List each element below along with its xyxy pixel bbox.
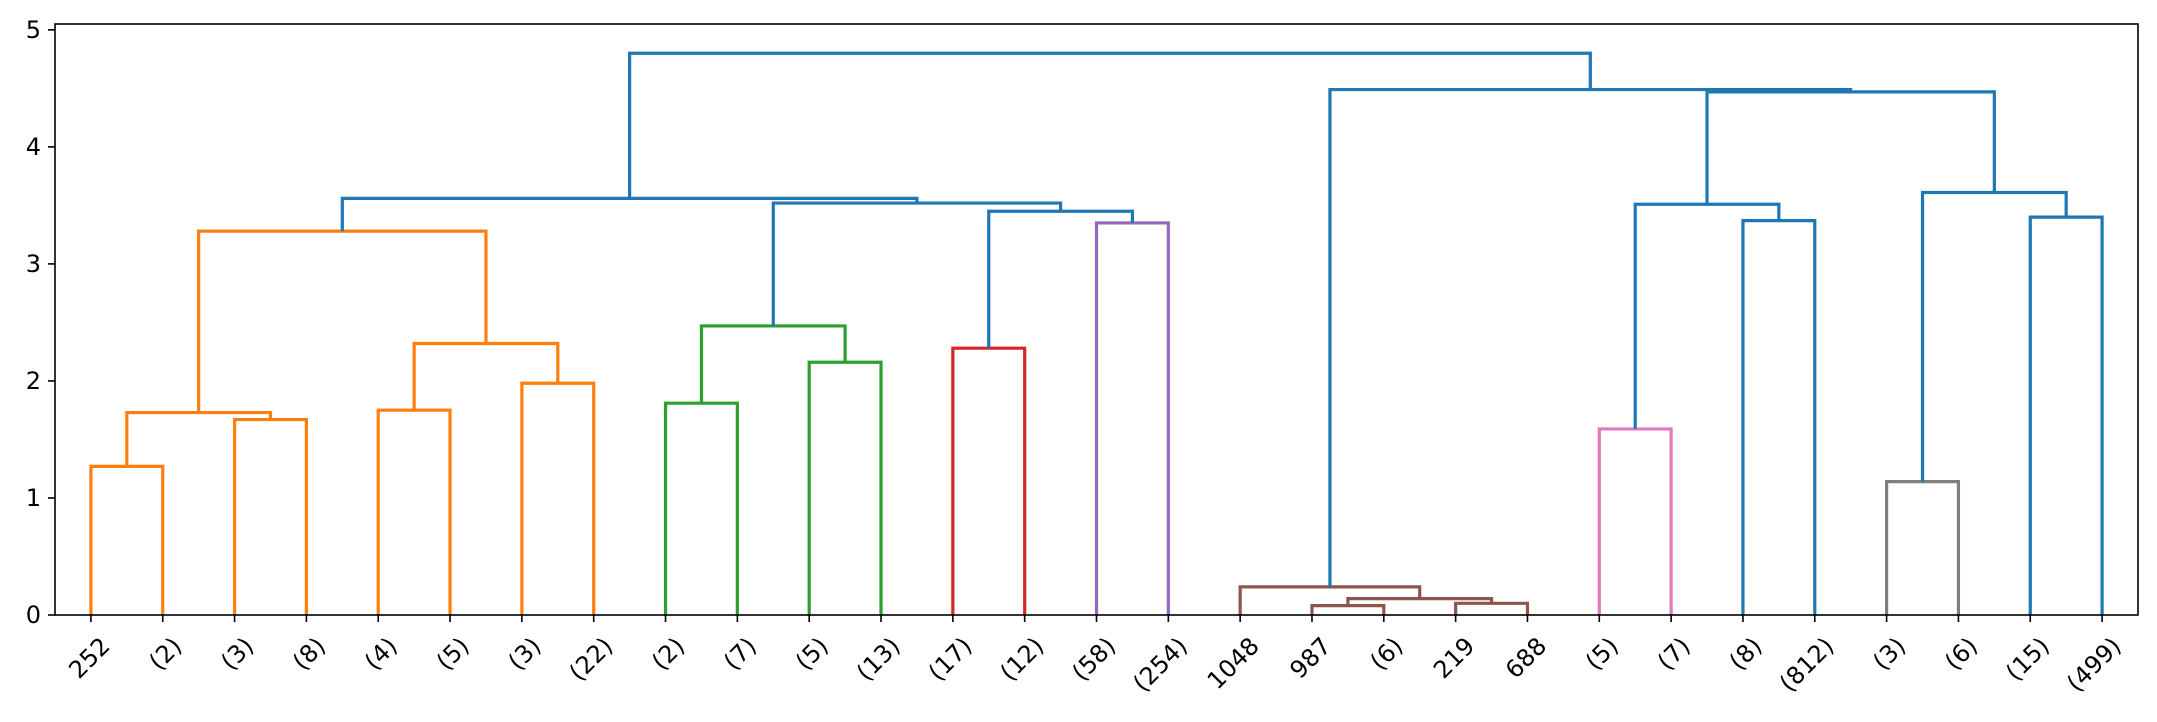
dendrogram-link-above_threshold — [1328, 87, 1853, 587]
leaf-label: (3) — [503, 632, 547, 676]
leaf-label: 252 — [63, 632, 115, 684]
leaf-label: (8) — [287, 632, 331, 676]
leaf-label: (499) — [2061, 632, 2126, 697]
leaf-label: (3) — [215, 632, 259, 676]
leaf-label: (5) — [1580, 632, 1624, 676]
leaf-label: 219 — [1428, 632, 1480, 684]
dendrogram-link-orange — [232, 417, 308, 615]
leaf-label: (6) — [1365, 632, 1409, 676]
y-tick-label: 4 — [26, 133, 41, 161]
dendrogram-link-above_threshold — [628, 51, 1592, 199]
leaf-label: (12) — [995, 632, 1050, 687]
y-axis: 0 1 2 3 4 5 — [26, 16, 55, 629]
y-tick-label: 5 — [26, 16, 41, 44]
leaf-label: 688 — [1500, 632, 1552, 684]
y-tick-label: 3 — [26, 250, 41, 278]
plot-frame — [54, 23, 2139, 616]
dendrogram-link-brown — [1310, 604, 1386, 615]
y-tick-label: 1 — [26, 484, 41, 512]
dendrogram-link-orange — [520, 381, 596, 615]
dendrogram-link-above_threshold — [1705, 90, 1996, 205]
dendrogram-link-brown — [1454, 601, 1530, 615]
dendrogram-links — [89, 51, 2104, 615]
dendrogram-link-above_threshold — [1633, 202, 1781, 429]
leaf-label: (17) — [923, 632, 978, 687]
dendrogram-link-purple — [1094, 221, 1170, 615]
dendrogram-link-gray — [1885, 479, 1961, 615]
dendrogram-link-pink — [1597, 427, 1673, 615]
leaf-label: (22) — [564, 632, 619, 687]
y-tick-label: 2 — [26, 367, 41, 395]
leaf-label: (7) — [718, 632, 762, 676]
x-axis: 252 (2) (3) (8) (4) (5) (3) (22) (2) (7) (5) (13) (1… — [63, 615, 2127, 697]
leaf-label: (4) — [359, 632, 403, 676]
dendrogram-link-red — [951, 346, 1027, 615]
leaf-label: (5) — [790, 632, 834, 676]
leaf-label: (8) — [1724, 632, 1768, 676]
leaf-label: (7) — [1652, 632, 1696, 676]
leaf-label: (2) — [144, 632, 188, 676]
dendrogram-link-green — [699, 324, 847, 404]
dendrogram-link-above_threshold — [2028, 215, 2104, 615]
leaf-label: (812) — [1774, 632, 1839, 697]
leaf-label: 987 — [1284, 632, 1336, 684]
leaf-label: (2) — [646, 632, 690, 676]
dendrogram-link-orange — [376, 408, 452, 615]
dendrogram-link-green — [663, 401, 739, 615]
dendrogram-link-orange — [197, 229, 488, 413]
leaf-label: (13) — [851, 632, 906, 687]
dendrogram-link-brown — [1238, 585, 1422, 615]
leaf-label: 1048 — [1202, 632, 1265, 695]
leaf-label: (254) — [1128, 632, 1193, 697]
leaf-label: (15) — [2000, 632, 2055, 687]
y-tick-label: 0 — [26, 601, 41, 629]
dendrogram-link-orange — [412, 341, 560, 411]
dendrogram-link-green — [807, 360, 883, 615]
dendrogram-link-above_threshold — [987, 209, 1135, 349]
dendrogram-link-above_threshold — [1741, 219, 1817, 615]
leaf-label: (6) — [1939, 632, 1983, 676]
leaf-label: (5) — [431, 632, 475, 676]
dendrogram-link-above_threshold — [1920, 190, 2068, 482]
dendrogram-link-orange — [89, 464, 165, 615]
leaf-label: (58) — [1067, 632, 1122, 687]
leaf-label: (3) — [1867, 632, 1911, 676]
dendrogram-link-above_threshold — [771, 201, 1063, 326]
